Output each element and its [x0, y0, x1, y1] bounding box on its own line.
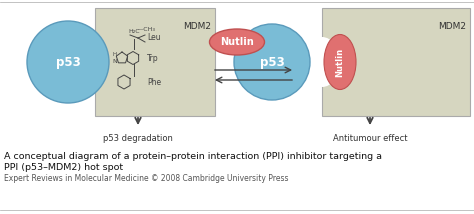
Text: H: H [113, 52, 117, 56]
Text: N: N [113, 58, 118, 64]
Text: p53 degradation: p53 degradation [103, 134, 173, 143]
Text: A conceptual diagram of a protein–protein interaction (PPI) inhibitor targeting : A conceptual diagram of a protein–protei… [4, 152, 382, 161]
Text: —CH₃: —CH₃ [138, 27, 156, 31]
Text: Leu: Leu [147, 33, 161, 42]
Ellipse shape [27, 21, 109, 103]
Text: Phe: Phe [147, 77, 161, 86]
Ellipse shape [210, 29, 264, 55]
FancyBboxPatch shape [322, 8, 470, 116]
Ellipse shape [324, 34, 356, 89]
Text: Trp: Trp [147, 54, 159, 62]
Text: MDM2: MDM2 [438, 22, 466, 31]
Text: MDM2: MDM2 [183, 22, 211, 31]
Text: Nutlin: Nutlin [220, 37, 254, 47]
Text: H₂C: H₂C [128, 28, 140, 34]
FancyBboxPatch shape [95, 8, 215, 116]
Text: p53: p53 [55, 55, 81, 68]
Text: PPI (p53–MDM2) hot spot: PPI (p53–MDM2) hot spot [4, 163, 123, 172]
Text: Nutlin: Nutlin [336, 48, 345, 77]
Ellipse shape [304, 37, 340, 87]
Text: Expert Reviews in Molecular Medicine © 2008 Cambridge University Press: Expert Reviews in Molecular Medicine © 2… [4, 174, 289, 183]
Text: Antitumour effect: Antitumour effect [333, 134, 407, 143]
Ellipse shape [234, 24, 310, 100]
Text: p53: p53 [260, 55, 284, 68]
